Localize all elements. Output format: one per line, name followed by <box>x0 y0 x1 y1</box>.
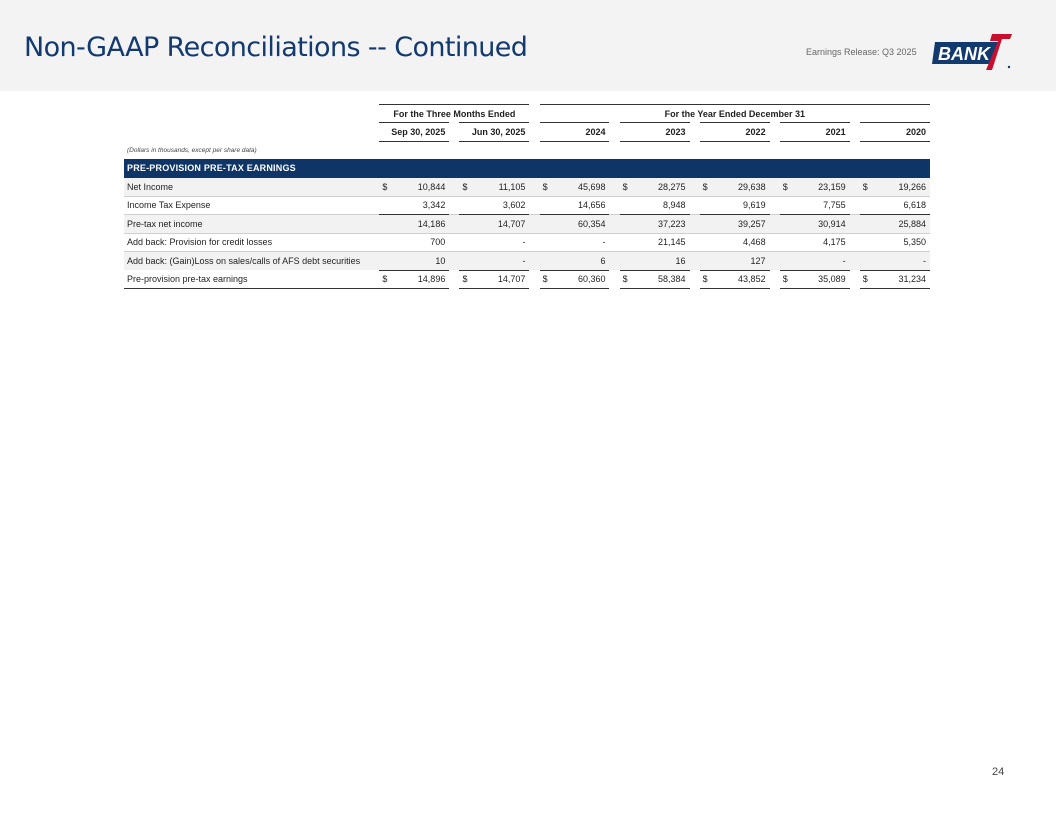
row-label: Net Income <box>124 177 380 197</box>
table-cell: 14,707 <box>471 214 530 234</box>
table-cell: 30,914 <box>791 214 850 234</box>
table-cell: 14,896 <box>391 270 450 289</box>
table-cell: 6,618 <box>871 196 930 215</box>
table-cell: 9,619 <box>711 196 770 215</box>
table-cell: 10,844 <box>391 177 450 197</box>
currency-symbol: $ <box>539 270 552 289</box>
currency-symbol: $ <box>619 177 632 197</box>
logo-text: BANK <box>938 44 992 64</box>
table-cell: 29,638 <box>711 177 770 197</box>
currency-symbol: $ <box>859 177 872 197</box>
table-cell: 16 <box>631 251 690 271</box>
table-row: Add back: Provision for credit losses 70… <box>124 233 930 252</box>
period-header: Sep 30, 2025 <box>379 122 450 142</box>
reconciliation-table: For the Three Months Ended For the Year … <box>124 104 930 289</box>
currency-symbol: $ <box>699 177 712 197</box>
units-note-row: (Dollars in thousands, except per share … <box>124 142 930 159</box>
release-label: Earnings Release: Q3 2025 <box>806 47 917 57</box>
table-cell: 4,175 <box>791 233 850 252</box>
table-row: Pre-tax net income 14,186 14,707 60,354 … <box>124 214 930 234</box>
table-cell: 6 <box>551 251 610 271</box>
group-header-row: For the Three Months Ended For the Year … <box>124 104 930 123</box>
table-cell: 8,948 <box>631 196 690 215</box>
table-cell: - <box>471 233 530 252</box>
currency-symbol: $ <box>539 177 552 197</box>
currency-symbol: $ <box>779 270 792 289</box>
row-label: Add back: Provision for credit losses <box>124 233 380 252</box>
section-header-row: PRE-PROVISION PRE-TAX EARNINGS <box>124 158 930 178</box>
currency-symbol: $ <box>619 270 632 289</box>
period-header: 2021 <box>779 122 850 142</box>
row-label: Add back: (Gain)Loss on sales/calls of A… <box>124 251 380 270</box>
table-cell: - <box>471 251 530 271</box>
group-three-months: For the Three Months Ended <box>379 104 530 123</box>
table-cell: 31,234 <box>871 270 930 289</box>
page-title: Non-GAAP Reconciliations -- Continued <box>24 32 528 63</box>
table-cell: 35,089 <box>791 270 850 289</box>
table-cell: 25,884 <box>871 214 930 234</box>
table-cell: - <box>551 233 610 252</box>
table-cell: 3,342 <box>391 196 450 215</box>
table-row: Net Income $10,844 $11,105 $45,698 $28,2… <box>124 177 930 197</box>
table-cell: 14,707 <box>471 270 530 289</box>
table-row: Add back: (Gain)Loss on sales/calls of A… <box>124 251 930 271</box>
table-cell: 700 <box>391 233 450 252</box>
table-cell: 14,656 <box>551 196 610 215</box>
table-cell: 43,852 <box>711 270 770 289</box>
table-cell: 58,384 <box>631 270 690 289</box>
table-cell: 45,698 <box>551 177 610 197</box>
table-cell: 7,755 <box>791 196 850 215</box>
row-label: Pre-tax net income <box>124 214 380 234</box>
table-cell: 37,223 <box>631 214 690 234</box>
table-cell: 5,350 <box>871 233 930 252</box>
currency-symbol: $ <box>859 270 872 289</box>
currency-symbol: $ <box>459 270 472 289</box>
table-cell: 4,468 <box>711 233 770 252</box>
period-header: 2022 <box>699 122 770 142</box>
table-cell: 127 <box>711 251 770 271</box>
period-header: Jun 30, 2025 <box>459 122 530 142</box>
table-row-total: Pre-provision pre-tax earnings $14,896 $… <box>124 270 930 289</box>
row-label: Income Tax Expense <box>124 196 380 215</box>
table-cell: - <box>871 251 930 271</box>
currency-symbol: $ <box>459 177 472 197</box>
period-header: 2024 <box>539 122 610 142</box>
bank7-logo: BANK <box>932 34 1012 70</box>
section-title: PRE-PROVISION PRE-TAX EARNINGS <box>124 158 930 178</box>
period-header: 2023 <box>619 122 690 142</box>
currency-symbol: $ <box>699 270 712 289</box>
page-number: 24 <box>992 766 1005 778</box>
currency-symbol: $ <box>379 177 392 197</box>
group-year-ended: For the Year Ended December 31 <box>539 104 930 123</box>
table-cell: 14,186 <box>391 214 450 234</box>
table-cell: - <box>791 251 850 271</box>
table-row: Income Tax Expense 3,342 3,602 14,656 8,… <box>124 196 930 215</box>
table-cell: 60,354 <box>551 214 610 234</box>
period-header-row: Sep 30, 2025 Jun 30, 2025 2024 2023 2022… <box>124 122 930 142</box>
table-cell: 28,275 <box>631 177 690 197</box>
table-cell: 3,602 <box>471 196 530 215</box>
table-cell: 19,266 <box>871 177 930 197</box>
table-cell: 60,360 <box>551 270 610 289</box>
table-cell: 21,145 <box>631 233 690 252</box>
period-header: 2020 <box>859 122 930 142</box>
currency-symbol: $ <box>379 270 392 289</box>
table-cell: 23,159 <box>791 177 850 197</box>
table-cell: 10 <box>391 251 450 271</box>
table-cell: 39,257 <box>711 214 770 234</box>
currency-symbol: $ <box>779 177 792 197</box>
header-band <box>0 0 1056 91</box>
units-note: (Dollars in thousands, except per share … <box>127 146 257 154</box>
table-cell: 11,105 <box>471 177 530 197</box>
row-label: Pre-provision pre-tax earnings <box>124 270 380 289</box>
